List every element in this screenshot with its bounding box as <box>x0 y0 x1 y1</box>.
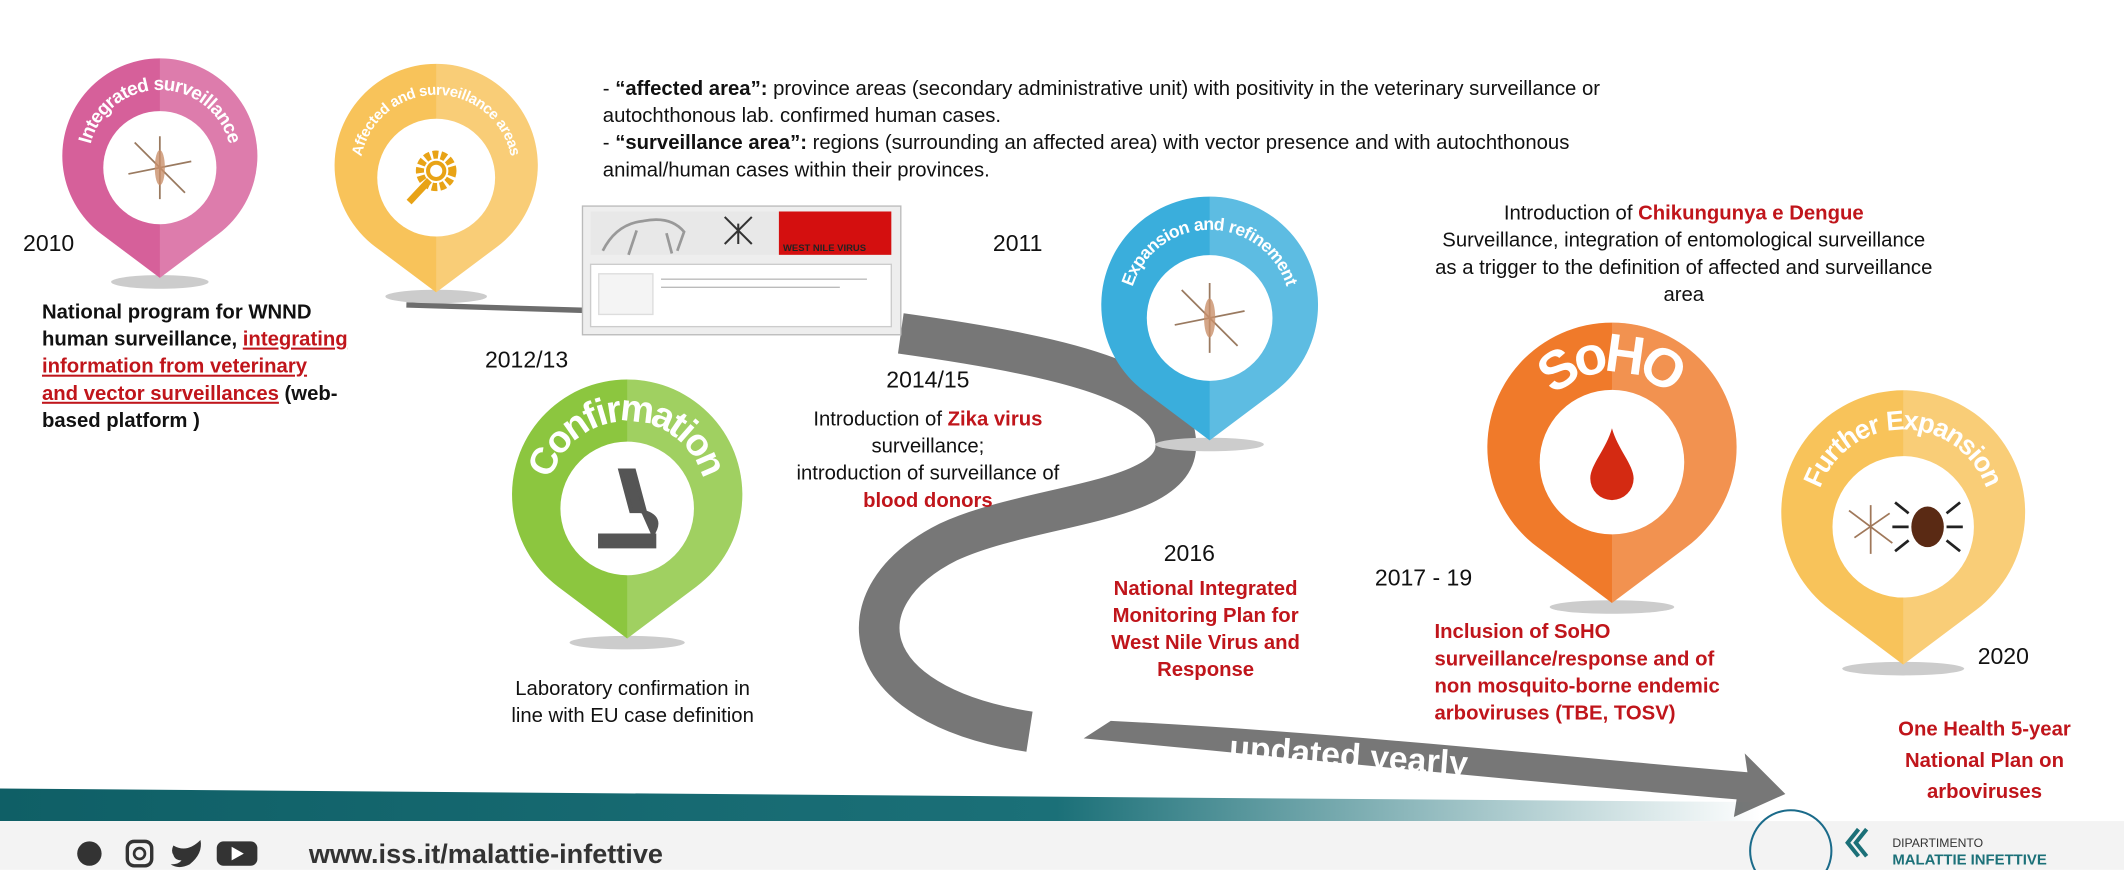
department-name: MALATTIE INFETTIVE <box>1892 852 2046 868</box>
plan-2016-segment: Monitoring Plan for <box>1113 605 1299 627</box>
pin-inner <box>560 442 694 576</box>
wnnd-description-line: and vector surveillances (web- <box>42 383 338 405</box>
slide: updated yearly WEST NILE VIRUS www.iss.i… <box>0 0 2124 870</box>
zika-description-line: Introduction of Zika virus <box>813 409 1042 431</box>
definitions-segment: province areas (secondary administrative… <box>767 78 1600 100</box>
one-health-line: arboviruses <box>1927 781 2042 803</box>
lab-description-line: Laboratory confirmation in <box>515 678 750 700</box>
soho-description-line: non mosquito-borne endemic <box>1435 675 1720 697</box>
chik-description-segment: Surveillance, integration of entomologic… <box>1442 230 1925 252</box>
zika-description-segment: surveillance; <box>871 436 984 458</box>
chik-description-line: as a trigger to the definition of affect… <box>1435 257 1932 279</box>
year: 2020 <box>1978 643 2029 669</box>
chik-description-line: area <box>1663 284 1704 306</box>
definitions-segment: regions (surrounding an affected area) w… <box>807 132 1569 154</box>
plan-2016-segment: Response <box>1157 659 1254 681</box>
soho-description-segment: Inclusion of SoHO <box>1435 621 1611 643</box>
zika-description-line: surveillance; <box>871 436 984 458</box>
soho-description-segment: surveillance/response and of <box>1435 648 1715 670</box>
soho-description-segment: non mosquito-borne endemic <box>1435 675 1720 697</box>
chik-description-segment: Introduction of <box>1504 203 1638 225</box>
wnnd-description-line: based platform ) <box>42 410 200 432</box>
plan-2016-segment: West Nile Virus and <box>1111 632 1300 654</box>
year: 2011 <box>993 230 1042 256</box>
chik-description-segment: as a trigger to the definition of affect… <box>1435 257 1932 279</box>
chik-description-segment: area <box>1663 284 1704 306</box>
wnnd-description-segment: based platform ) <box>42 410 200 432</box>
year: 2016 <box>1164 540 1215 566</box>
lab-description-line: line with EU case definition <box>511 705 754 727</box>
one-health-segment: arboviruses <box>1927 781 2042 803</box>
one-health-segment: National Plan on <box>1905 750 2064 772</box>
lab-description-segment: Laboratory confirmation in <box>515 678 750 700</box>
chik-description-line: Introduction of Chikungunya e Dengue <box>1504 203 1864 225</box>
background <box>0 0 2124 870</box>
year: 2010 <box>23 230 74 256</box>
soho-description-segment: arboviruses (TBE, TOSV) <box>1435 702 1676 724</box>
year: 2014/15 <box>886 367 969 393</box>
zika-description-line: introduction of surveillance of <box>796 463 1059 485</box>
zika-description-segment: blood donors <box>863 490 993 512</box>
plan-2016-segment: National Integrated <box>1114 578 1298 600</box>
wnnd-description-segment: human surveillance, <box>42 329 243 351</box>
wnnd-description-line: human surveillance, integrating <box>42 329 348 351</box>
definitions-segment: autochthonous lab. confirmed human cases… <box>603 105 1001 127</box>
definitions-line: autochthonous lab. confirmed human cases… <box>603 105 1001 127</box>
platform-screenshot: WEST NILE VIRUS <box>582 206 900 335</box>
wnnd-description-segment: information from veterinary <box>42 356 308 378</box>
year: 2017 - 19 <box>1375 564 1472 590</box>
plan-2016-line: National Integrated <box>1114 578 1298 600</box>
plan-2016-line: Response <box>1157 659 1254 681</box>
chik-description-line: Surveillance, integration of entomologic… <box>1442 230 1925 252</box>
zika-description-line: blood donors <box>863 490 993 512</box>
one-health-line: National Plan on <box>1905 750 2064 772</box>
department: DIPARTIMENTO <box>1892 836 1983 850</box>
wnnd-description-line: information from veterinary <box>42 356 308 378</box>
definitions-segment: animal/human cases within their province… <box>603 159 990 181</box>
wnnd-description-segment: integrating <box>243 329 348 351</box>
definitions-segment: “affected area”: <box>615 78 767 100</box>
definitions-segment: - <box>603 132 615 154</box>
definitions-segment: - <box>603 78 615 100</box>
screenshot-banner: WEST NILE VIRUS <box>783 243 866 254</box>
wnnd-description-segment: National program for WNND <box>42 302 312 324</box>
soho-description-line: arboviruses (TBE, TOSV) <box>1435 702 1676 724</box>
one-health-line: One Health 5-year <box>1898 719 2071 741</box>
definitions-line: - “affected area”: province areas (secon… <box>603 78 1600 100</box>
definitions-line: - “surveillance area”: regions (surround… <box>603 132 1570 154</box>
definitions-segment: “surveillance area”: <box>615 132 807 154</box>
definitions-line: animal/human cases within their province… <box>603 159 990 181</box>
wnnd-description-line: National program for WNND <box>42 302 312 324</box>
wnnd-description-segment: and vector surveillances <box>42 383 279 405</box>
zika-description-segment: Introduction of <box>813 409 947 431</box>
soho-description-line: surveillance/response and of <box>1435 648 1715 670</box>
year: 2012/13 <box>485 346 568 372</box>
plan-2016-line: West Nile Virus and <box>1111 632 1300 654</box>
one-health-segment: One Health 5-year <box>1898 719 2071 741</box>
zika-description-segment: Zika virus <box>948 409 1043 431</box>
footer-url[interactable]: www.iss.it/malattie-infettive <box>308 838 663 869</box>
chik-description-segment: Chikungunya e Dengue <box>1638 203 1864 225</box>
zika-description-segment: introduction of surveillance of <box>796 463 1059 485</box>
soho-description-line: Inclusion of SoHO <box>1435 621 1611 643</box>
plan-2016-line: Monitoring Plan for <box>1113 605 1299 627</box>
lab-description-segment: line with EU case definition <box>511 705 754 727</box>
wnnd-description-segment: (web- <box>279 383 338 405</box>
